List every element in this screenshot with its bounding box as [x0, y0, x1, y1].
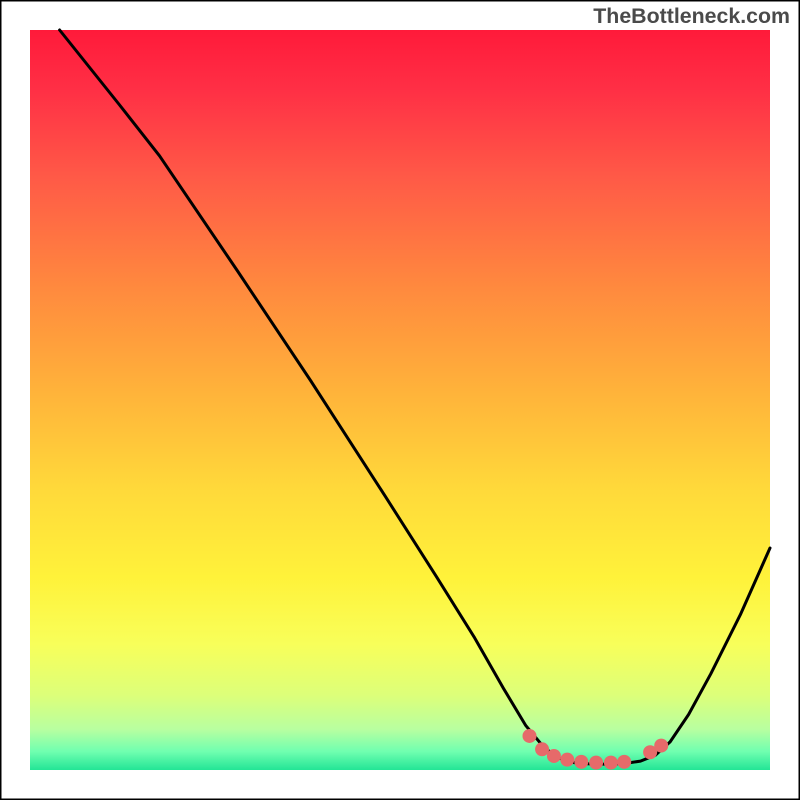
optimal-marker [535, 742, 549, 756]
optimal-marker [560, 753, 574, 767]
watermark-text: TheBottleneck.com [593, 4, 790, 29]
bottleneck-curve-figure: TheBottleneck.com [0, 0, 800, 800]
optimal-marker [547, 749, 561, 763]
optimal-marker [523, 729, 537, 743]
chart-svg [0, 0, 800, 800]
optimal-marker [574, 755, 588, 769]
optimal-marker [604, 756, 618, 770]
optimal-marker [617, 755, 631, 769]
plot-background-gradient [30, 30, 770, 770]
optimal-marker [654, 739, 668, 753]
optimal-marker [589, 756, 603, 770]
